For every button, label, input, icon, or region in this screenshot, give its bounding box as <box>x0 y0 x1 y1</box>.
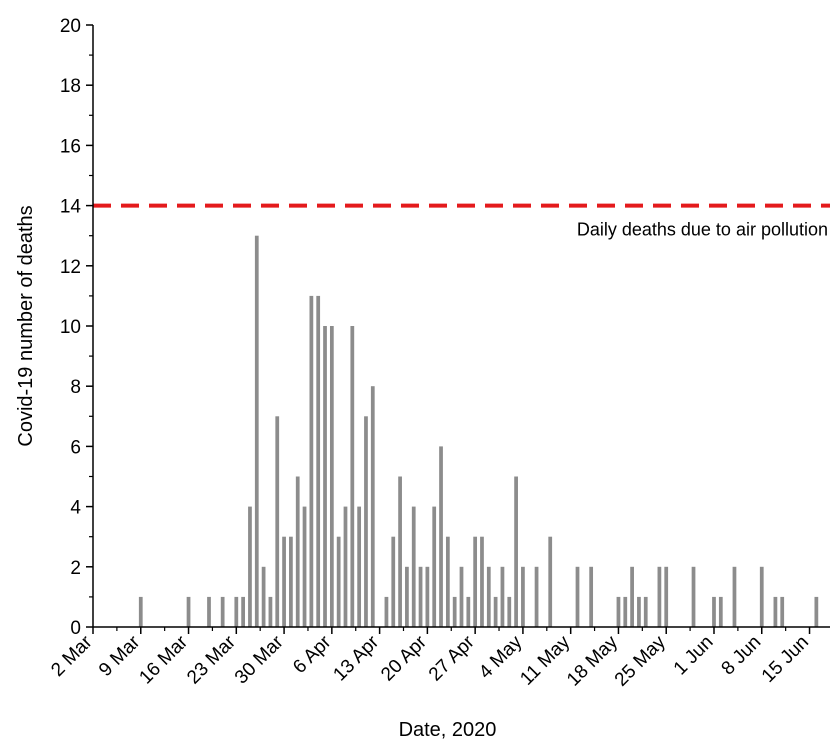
bar-2020-06-11 <box>780 596 785 627</box>
bar-2020-04-03 <box>309 295 314 627</box>
bar-2020-05-04 <box>521 566 525 627</box>
bar-2020-04-01 <box>295 476 300 627</box>
bar-2020-04-16 <box>398 476 402 627</box>
bar-2020-03-25 <box>248 506 252 627</box>
bar-2020-03-27 <box>261 566 266 627</box>
bar-2020-05-19 <box>623 596 628 627</box>
bar-2020-04-08 <box>343 506 348 627</box>
bar-2020-04-11 <box>364 416 368 627</box>
bar-2020-03-24 <box>241 596 245 627</box>
bar-2020-03-21 <box>220 596 225 627</box>
bar-2020-04-20 <box>425 566 430 627</box>
y-tick-label: 20 <box>60 16 81 37</box>
bar-2020-05-06 <box>534 566 539 627</box>
bar-2020-04-12 <box>370 386 375 627</box>
y-tick-label: 8 <box>70 377 81 398</box>
bar-2020-04-28 <box>480 536 484 627</box>
bar-2020-05-24 <box>657 566 662 627</box>
bar-2020-05-29 <box>691 566 696 627</box>
bar-2020-03-19 <box>207 596 211 627</box>
bar-2020-04-18 <box>411 506 416 627</box>
x-tick-label: 13 Apr <box>329 631 383 685</box>
y-tick-label: 4 <box>70 498 81 519</box>
y-tick-label: 14 <box>60 197 82 218</box>
bar-2020-05-20 <box>630 566 634 627</box>
y-tick-label: 2 <box>70 558 81 579</box>
bar-2020-03-16 <box>186 596 191 627</box>
bar-2020-04-19 <box>418 566 423 627</box>
bar-2020-04-17 <box>405 566 409 627</box>
bar-2020-05-01 <box>500 566 505 627</box>
x-tick-label: 1 Jun <box>670 632 718 680</box>
bar-2020-05-03 <box>514 476 518 627</box>
bar-2020-04-27 <box>473 536 478 627</box>
bar-2020-06-04 <box>732 566 737 627</box>
bar-2020-04-22 <box>439 446 443 627</box>
y-tick-label: 0 <box>70 618 81 639</box>
bar-2020-06-01 <box>712 596 716 627</box>
bar-2020-03-28 <box>268 596 273 627</box>
bar-2020-05-21 <box>637 596 641 627</box>
bar-2020-03-30 <box>282 536 286 627</box>
x-tick-label: 20 Apr <box>377 631 431 685</box>
bar-2020-06-16 <box>814 596 819 627</box>
bar-2020-04-21 <box>432 506 437 627</box>
bar-2020-05-02 <box>507 596 512 627</box>
x-tick-label: 18 May <box>563 631 622 690</box>
bar-2020-04-05 <box>323 326 327 627</box>
y-axis-title: Covid-19 number of deaths <box>15 205 37 446</box>
bar-2020-03-31 <box>289 536 293 627</box>
bar-2020-05-08 <box>548 536 553 627</box>
bar-2020-04-06 <box>329 326 334 627</box>
bar-2020-04-07 <box>336 536 341 627</box>
y-tick-label: 6 <box>70 437 81 458</box>
bar-2020-05-12 <box>575 566 580 627</box>
bar-2020-06-10 <box>773 596 778 627</box>
bar-2020-05-25 <box>664 566 669 627</box>
bar-2020-04-02 <box>302 506 307 627</box>
bar-2020-03-09 <box>138 596 143 627</box>
y-tick-label: 18 <box>60 76 81 97</box>
bar-2020-04-14 <box>384 596 389 627</box>
bar-2020-06-08 <box>759 566 764 627</box>
bar-2020-05-14 <box>589 566 594 627</box>
x-axis-title: Date, 2020 <box>399 719 497 741</box>
bar-2020-04-15 <box>391 536 396 627</box>
y-tick-label: 10 <box>60 317 81 338</box>
bar-2020-04-24 <box>452 596 457 627</box>
bar-2020-04-23 <box>445 536 450 627</box>
bar-2020-06-02 <box>718 596 723 627</box>
bar-2020-04-10 <box>357 506 362 627</box>
bar-2020-04-09 <box>350 326 355 627</box>
x-tick-label: 23 Mar <box>183 631 240 688</box>
x-tick-label: 15 Jun <box>758 632 813 687</box>
bar-2020-04-04 <box>316 295 321 627</box>
bar-2020-05-22 <box>643 596 648 627</box>
y-tick-label: 12 <box>60 257 81 278</box>
bar-2020-03-26 <box>254 235 259 627</box>
bar-2020-05-18 <box>616 596 621 627</box>
bar-2020-04-25 <box>459 566 464 627</box>
x-tick-label: 11 May <box>516 631 574 689</box>
x-tick-label: 25 May <box>611 631 670 690</box>
air-pollution-reference-label: Daily deaths due to air pollution <box>577 220 828 240</box>
bar-2020-04-30 <box>493 596 498 627</box>
x-tick-label: 30 Mar <box>231 631 288 688</box>
bar-2020-04-29 <box>486 566 491 627</box>
y-tick-label: 16 <box>60 136 81 157</box>
x-tick-label: 16 Mar <box>135 631 192 688</box>
bar-2020-04-26 <box>466 596 471 627</box>
reference-line-group: Daily deaths due to air pollution <box>93 203 830 240</box>
bar-2020-03-23 <box>234 596 239 627</box>
bar-2020-03-29 <box>275 416 280 627</box>
bars <box>138 235 819 627</box>
x-tick-label: 27 Apr <box>425 631 479 685</box>
